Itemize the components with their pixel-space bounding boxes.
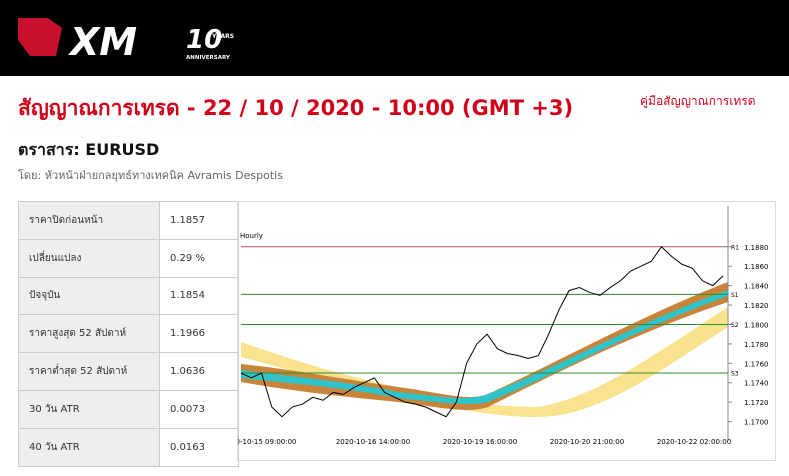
y-tick-label: 1.1740 [744,380,769,388]
table-row: เปลี่ยนแปลง 0.29 % [18,238,239,278]
chart-title: Hourly [240,232,263,240]
stat-label: ราคาต่ำสุด 52 สัปดาห์ [18,352,160,391]
stat-label: เปลี่ยนแปลง [18,238,160,278]
table-row: 40 วัน ATR 0.0163 [18,427,239,467]
instrument: ตราสาร: EURUSD [18,140,160,159]
header: XM 10 YEARS ANNIVERSARY [0,0,789,76]
x-tick-label: 2020-10-22 02:00:00 [657,438,731,446]
x-tick-label: 2020-10-16 14:00:00 [336,438,410,446]
y-tick-label: 1.1720 [744,399,769,407]
stat-label: ราคาปิดก่อนหน้า [18,201,160,240]
price-line [240,246,724,418]
x-tick-label: 2020-10-19 16:00:00 [443,438,517,446]
stat-label: ปัจจุบัน [18,276,160,316]
stat-value: 0.0163 [159,427,239,467]
logo-text: XM [68,20,137,64]
level-label: S1 [731,292,739,299]
stat-value: 1.1966 [159,314,239,354]
badge-number: 10 [186,25,222,55]
logo: XM 10 YEARS ANNIVERSARY [18,18,234,64]
badge-anniversary: ANNIVERSARY [186,55,231,61]
x-tick-label: 0-10-15 09:00:00 [237,438,296,446]
table-row: ราคาสูงสุด 52 สัปดาห์ 1.1966 [18,314,239,354]
x-tick-label: 2020-10-20 21:00:00 [550,438,624,446]
y-tick-label: 1.1700 [744,419,769,427]
level-label: R1 [731,244,739,251]
stat-value: 1.1857 [159,201,239,240]
stat-label: 40 วัน ATR [18,427,160,467]
stat-value: 0.29 % [159,238,239,278]
stats-table: ราคาปิดก่อนหน้า 1.1857 เปลี่ยนแปลง 0.29 % ปั… [18,201,239,467]
logo-mark [18,18,62,56]
stat-label: 30 วัน ATR [18,389,160,429]
y-tick-label: 1.1860 [744,263,769,271]
band-middle [241,282,728,410]
badge-years: YEARS [211,33,234,40]
y-tick-label: 1.1840 [744,283,769,291]
author: โดย: หัวหน้าฝ่ายกลยุทธ์ทางเทคนิค Avramis… [18,169,283,182]
stat-label: ราคาสูงสุด 52 สัปดาห์ [18,314,160,354]
guide-link[interactable]: คู่มือสัญญาณการเทรด [640,94,756,108]
y-tick-label: 1.1880 [744,244,769,252]
y-tick-label: 1.1760 [744,360,769,368]
level-label: S2 [731,322,739,329]
band-outer [241,307,728,417]
stat-value: 0.0073 [159,389,239,429]
table-row: ราคาปิดก่อนหน้า 1.1857 [18,201,239,240]
table-row: ปัจจุบัน 1.1854 [18,276,239,316]
y-tick-label: 1.1800 [744,321,769,329]
level-label: S3 [731,371,739,378]
title: สัญญาณการเทรด - 22 / 10 / 2020 - 10:00 (… [18,96,574,120]
y-tick-label: 1.1820 [744,302,769,310]
table-row: ราคาต่ำสุด 52 สัปดาห์ 1.0636 [18,352,239,391]
y-tick-label: 1.1780 [744,341,769,349]
table-row: 30 วัน ATR 0.0073 [18,389,239,429]
stat-value: 1.1854 [159,276,239,316]
chart: Hourly 1.1700 1.1720 1.1740 1.1760 1.1780 1.18… [237,201,776,461]
stat-value: 1.0636 [159,352,239,391]
